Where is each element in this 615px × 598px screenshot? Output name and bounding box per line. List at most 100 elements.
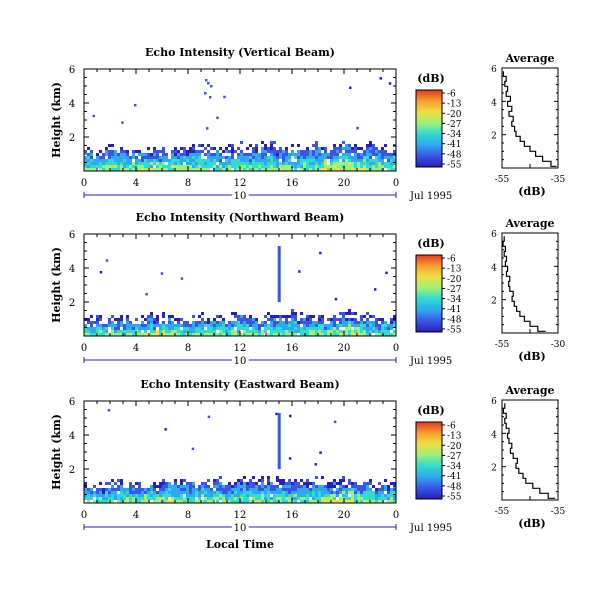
echo-cell bbox=[213, 491, 216, 494]
profile-x-tick-label: -55 bbox=[495, 175, 510, 185]
echo-cell bbox=[333, 485, 336, 488]
echo-cell bbox=[213, 324, 216, 327]
colorbar-tick-label: -13 bbox=[447, 100, 462, 110]
echo-cell bbox=[312, 144, 315, 147]
echo-cell bbox=[150, 488, 153, 491]
colorbar-tick-label: -34 bbox=[447, 295, 462, 305]
echo-cell bbox=[339, 147, 342, 150]
echo-cell bbox=[387, 165, 390, 168]
echo-cell bbox=[87, 491, 90, 494]
echo-cell bbox=[198, 324, 201, 327]
echo-cell bbox=[108, 497, 111, 500]
echo-cell bbox=[138, 491, 141, 494]
echo-cell bbox=[375, 150, 378, 153]
echo-cell bbox=[264, 162, 267, 165]
echo-cell bbox=[345, 144, 348, 147]
echo-cell bbox=[366, 156, 369, 159]
echo-cell bbox=[372, 491, 375, 494]
echo-cell bbox=[249, 494, 252, 497]
echo-cell bbox=[282, 315, 285, 318]
echo-cell bbox=[165, 324, 168, 327]
echo-cell bbox=[186, 494, 189, 497]
echo-cell bbox=[249, 168, 252, 171]
echo-cell bbox=[153, 327, 156, 330]
echo-cell bbox=[213, 318, 216, 321]
echo-cell bbox=[312, 488, 315, 491]
echo-cell bbox=[210, 156, 213, 159]
echo-cell bbox=[373, 288, 377, 291]
echo-cell bbox=[204, 330, 207, 333]
echo-cell bbox=[324, 485, 327, 488]
echo-column bbox=[277, 413, 281, 470]
echo-cell bbox=[372, 153, 375, 156]
echo-cell bbox=[270, 156, 273, 159]
echo-cell bbox=[138, 482, 141, 485]
echo-cell bbox=[330, 491, 333, 494]
echo-cell bbox=[330, 482, 333, 485]
echo-cell bbox=[183, 168, 186, 171]
echo-cell bbox=[303, 324, 306, 327]
echo-cell bbox=[378, 497, 381, 500]
echo-cell bbox=[237, 488, 240, 491]
echo-cell bbox=[378, 324, 381, 327]
profile-x-label: (dB) bbox=[518, 517, 545, 530]
colorbar-tick-label: -41 bbox=[447, 305, 462, 315]
echo-cell bbox=[243, 321, 246, 324]
echo-cell bbox=[294, 321, 297, 324]
echo-cell bbox=[252, 330, 255, 333]
echo-cell bbox=[210, 165, 213, 168]
profile-y-tick-label: 6 bbox=[491, 65, 497, 75]
echo-cell bbox=[291, 491, 294, 494]
echo-cell bbox=[168, 168, 171, 171]
echo-cell bbox=[123, 494, 126, 497]
echo-cell bbox=[334, 297, 338, 301]
echo-cell bbox=[84, 168, 87, 171]
echo-cell bbox=[144, 500, 147, 503]
echo-cell bbox=[93, 168, 96, 171]
echo-cell bbox=[107, 409, 111, 412]
echo-cell bbox=[351, 159, 354, 162]
echo-cell bbox=[360, 333, 363, 336]
echo-cell bbox=[378, 494, 381, 497]
echo-cell bbox=[84, 156, 87, 159]
echo-cell bbox=[87, 159, 90, 162]
echo-cell bbox=[309, 488, 312, 491]
echo-cell bbox=[315, 488, 318, 491]
echo-cell bbox=[138, 333, 141, 336]
echo-cell bbox=[222, 488, 225, 491]
echo-cell bbox=[84, 165, 87, 168]
echo-cell bbox=[156, 168, 159, 171]
echo-cell bbox=[246, 156, 249, 159]
echo-cell bbox=[243, 324, 246, 327]
echo-cell bbox=[294, 162, 297, 165]
echo-cell bbox=[330, 497, 333, 500]
echo-cell bbox=[174, 147, 177, 150]
echo-cell bbox=[315, 159, 318, 162]
echo-cell bbox=[177, 497, 180, 500]
echo-cell bbox=[345, 500, 348, 503]
echo-cell bbox=[375, 168, 378, 171]
echo-cell bbox=[186, 159, 189, 162]
echo-cell bbox=[279, 494, 282, 497]
echo-cell bbox=[366, 153, 369, 156]
echo-cell bbox=[261, 482, 264, 485]
echo-cell bbox=[264, 485, 267, 488]
echo-cell bbox=[324, 156, 327, 159]
echo-cell bbox=[300, 494, 303, 497]
echo-cell bbox=[198, 494, 201, 497]
echo-cell bbox=[261, 330, 264, 333]
echo-cell bbox=[294, 485, 297, 488]
echo-cell bbox=[243, 485, 246, 488]
echo-cell bbox=[90, 330, 93, 333]
echo-cell bbox=[223, 95, 226, 99]
echo-cell bbox=[309, 165, 312, 168]
echo-cell bbox=[270, 488, 273, 491]
echo-cell bbox=[243, 159, 246, 162]
echo-cell bbox=[159, 482, 162, 485]
echo-cell bbox=[357, 165, 360, 168]
echo-cell bbox=[102, 324, 105, 327]
echo-cell bbox=[177, 324, 180, 327]
echo-cell bbox=[288, 333, 291, 336]
echo-cell bbox=[267, 150, 270, 153]
x-tick-label: 8 bbox=[185, 178, 191, 189]
